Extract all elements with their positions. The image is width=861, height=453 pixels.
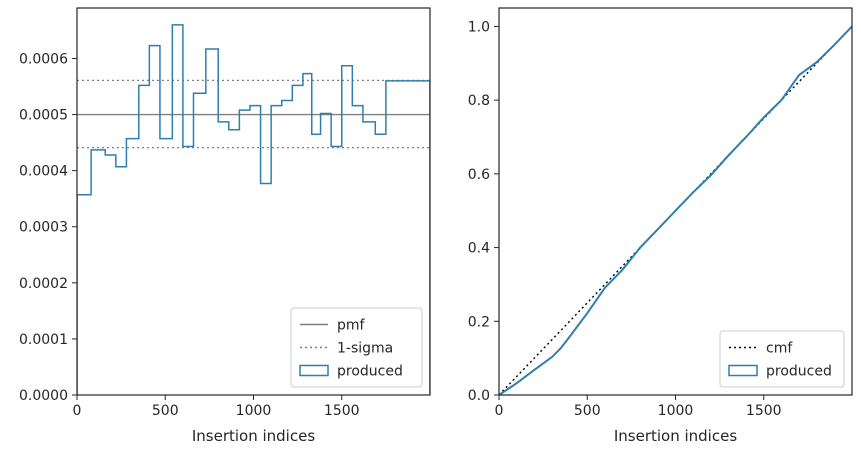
- plot-frame: [76, 7, 431, 396]
- x-tick-label: 1500: [324, 403, 360, 419]
- x-tick-label: 0: [495, 403, 504, 419]
- y-tick-label: 0.0003: [19, 220, 68, 236]
- x-axis-label: Insertion indices: [192, 427, 315, 445]
- y-tick-label: 1.0: [468, 19, 490, 35]
- x-axis-label: Insertion indices: [614, 427, 737, 445]
- x-tick-label: 1000: [236, 403, 272, 419]
- produced-histogram-step: [77, 24, 430, 395]
- y-tick-label: 0.0000: [19, 388, 68, 404]
- plot-area: [499, 25, 852, 395]
- legend-label: pmf: [337, 318, 366, 334]
- legend-label: produced: [766, 364, 832, 380]
- x-tick-label: 1500: [746, 403, 782, 419]
- legend: pmf 1-sigma produced: [290, 307, 423, 388]
- legend-label: produced: [337, 364, 403, 380]
- y-tick-label: 0.0005: [19, 108, 68, 124]
- x-tick-label: 1000: [658, 403, 694, 419]
- y-tick-label: 0.0: [468, 388, 490, 404]
- legend-box: [290, 307, 423, 388]
- y-tick-label: 0.2: [468, 314, 490, 330]
- right-chart-panel: 0 500 1000 1500 0.0 0.2 0.4 0.6 0.8 1.0 Insertion …: [468, 7, 853, 445]
- legend-label: 1-sigma: [337, 341, 393, 357]
- y-tick-label: 0.0006: [19, 51, 68, 67]
- legend-swatch: [299, 364, 329, 377]
- y-tick-label: 0.0001: [19, 332, 68, 348]
- y-tick-label: 0.8: [468, 93, 490, 109]
- plot-frame: [498, 7, 853, 396]
- left-chart-panel: 0 500 1000 1500 0.0000 0.0001 0.0002 0.0003 0.00…: [19, 7, 431, 445]
- x-tick-label: 0: [73, 403, 82, 419]
- y-tick-label: 0.6: [468, 167, 490, 183]
- legend: cmf produced: [719, 330, 845, 388]
- produced-line: [499, 25, 852, 395]
- legend-box: [719, 330, 845, 388]
- y-tick-label: 0.0004: [19, 164, 68, 180]
- y-tick-label: 0.0002: [19, 276, 68, 292]
- x-tick-label: 500: [152, 403, 179, 419]
- x-tick-label: 500: [574, 403, 601, 419]
- legend-swatch: [728, 364, 758, 377]
- legend-label: cmf: [766, 341, 793, 357]
- plot-area: [77, 24, 430, 395]
- y-tick-label: 0.4: [468, 241, 490, 257]
